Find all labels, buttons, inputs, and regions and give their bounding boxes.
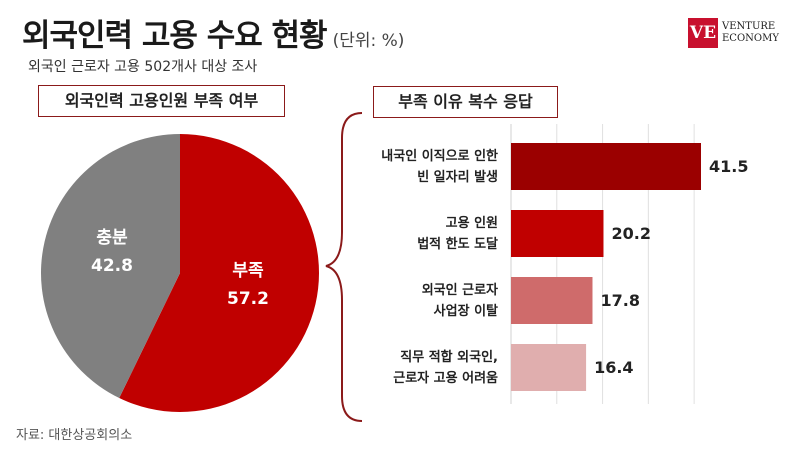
curly-brace — [325, 112, 363, 422]
venture-economy-logo: VE VENTURE ECONOMY — [688, 18, 788, 52]
pie-slice-sufficient — [41, 134, 181, 399]
pie-slice-value: 57.2 — [227, 289, 269, 309]
logo-line2: ECONOMY — [722, 33, 779, 44]
pie-slice-label: 부족 57.2 — [203, 256, 293, 309]
bar-value-label: 20.2 — [611, 223, 651, 243]
bar-value-label: 17.8 — [600, 290, 640, 310]
bar-category-line: 근로자 고용 어려움 — [393, 370, 498, 386]
bar-value-label: 41.5 — [709, 156, 749, 176]
bar-3 — [511, 277, 593, 324]
pie-chart-title: 외국인력 고용인원 부족 여부 — [38, 85, 285, 117]
source-note: 자료: 대한상공회의소 — [16, 428, 133, 443]
bar-chart-title: 부족 이유 복수 응답 — [373, 86, 558, 118]
logo-text: VENTURE ECONOMY — [722, 21, 779, 45]
title-text: 외국인력 고용 수요 현황 — [22, 18, 328, 54]
bar-value-label: 16.4 — [594, 357, 634, 377]
page-subtitle: 외국인 근로자 고용 502개사 대상 조사 — [28, 59, 258, 75]
unit-label: (단위: %) — [332, 31, 405, 51]
bar-category-line: 직무 적합 외국인, — [400, 349, 498, 365]
bar-category-line: 빈 일자리 발생 — [417, 169, 498, 185]
pie-slice-name: 충분 — [96, 228, 128, 248]
pie-slice-value: 42.8 — [91, 256, 133, 276]
logo-line1: VENTURE — [722, 21, 776, 32]
bar-category-line: 사업장 이탈 — [433, 303, 498, 319]
bar-category-line: 외국인 근로자 — [421, 282, 498, 298]
bar-category-line: 내국인 이직으로 인한 — [381, 148, 498, 164]
page-title: 외국인력 고용 수요 현황 (단위: %) — [22, 10, 404, 55]
logo-mark: VE — [688, 18, 718, 48]
bar-4 — [511, 344, 587, 391]
bar-2 — [511, 210, 604, 257]
bar-category-line: 법적 한도 도달 — [417, 236, 498, 252]
bar-category-label: 직무 적합 외국인, 근로자 고용 어려움 — [328, 347, 498, 389]
bar-1 — [511, 143, 701, 190]
pie-slice-label: 충분 42.8 — [67, 223, 157, 276]
pie-slice-shortage — [119, 134, 320, 412]
bar-category-line: 고용 인원 — [445, 215, 498, 231]
pie-slice-name: 부족 — [232, 261, 264, 281]
